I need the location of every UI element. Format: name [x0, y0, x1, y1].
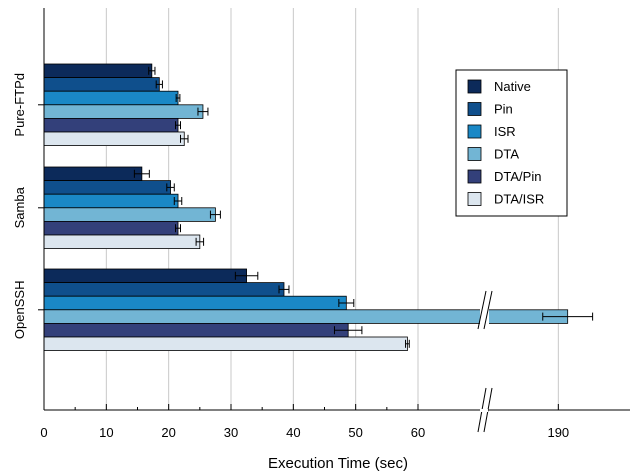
bar	[43, 234, 201, 250]
x-tick-label: 50	[348, 425, 362, 440]
x-tick-label: 0	[40, 425, 47, 440]
legend-swatch	[467, 79, 482, 94]
x-ticks: 0 10 20 30 40 50 60 190	[40, 404, 569, 440]
axis-break-gap	[480, 308, 489, 325]
bars-group	[43, 63, 594, 352]
axes	[38, 8, 630, 433]
category-label: Samba	[12, 186, 27, 228]
bar	[43, 118, 179, 133]
legend-box	[455, 69, 568, 217]
category-label: Pure-FTPd	[12, 73, 27, 137]
bar	[43, 166, 143, 182]
legend: Native Pin ISR DTA DTA/Pin DTA/ISR	[455, 69, 568, 217]
category-label: OpenSSH	[12, 281, 27, 340]
bar	[43, 77, 160, 92]
x-tick-label: 30	[224, 425, 238, 440]
bar	[43, 282, 285, 297]
bar	[43, 336, 408, 352]
legend-label: Native	[494, 79, 531, 94]
x-tick-label: 40	[286, 425, 300, 440]
bar	[43, 180, 171, 195]
bar	[43, 193, 179, 209]
axis-break-mark	[483, 290, 493, 330]
legend-label: ISR	[494, 124, 516, 139]
legend-label: DTA/ISR	[494, 192, 544, 207]
category-labels: Pure-FTPd Samba OpenSSH	[12, 73, 27, 339]
legend-swatch	[467, 147, 482, 161]
bar	[43, 207, 216, 222]
axis-break-mark	[477, 290, 487, 330]
legend-swatch	[467, 192, 482, 206]
legend-swatch	[467, 102, 482, 116]
x-tick-label: 60	[411, 425, 425, 440]
x-axis-label: Execution Time (sec)	[268, 455, 408, 472]
x-tick-label: 10	[99, 425, 113, 440]
bar	[43, 309, 569, 324]
bar	[43, 295, 347, 311]
bar	[43, 104, 204, 119]
bar	[43, 220, 179, 236]
legend-swatch	[467, 124, 482, 139]
legend-swatch	[467, 169, 482, 184]
legend-label: DTA	[494, 147, 519, 162]
legend-label: DTA/Pin	[494, 169, 541, 184]
bar	[43, 90, 179, 106]
bar	[43, 322, 349, 338]
axis-break-gap	[480, 409, 488, 412]
bar	[43, 131, 185, 147]
bar	[43, 268, 247, 284]
x-tick-label: 20	[161, 425, 175, 440]
x-tick-label: 190	[547, 425, 569, 440]
legend-label: Pin	[494, 102, 513, 117]
bar	[43, 63, 153, 79]
